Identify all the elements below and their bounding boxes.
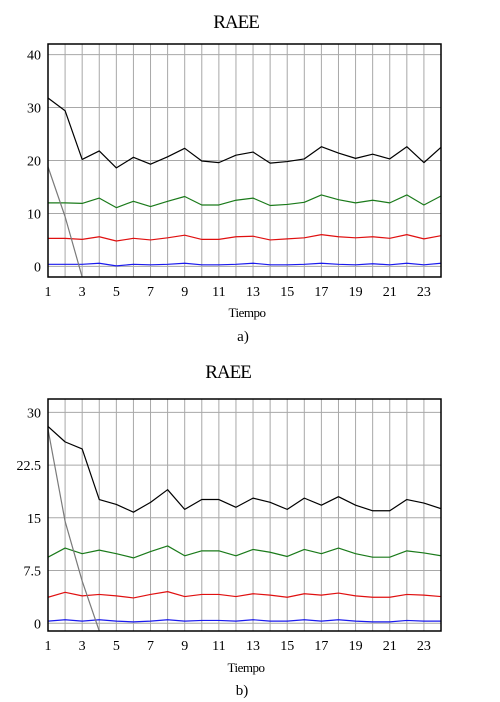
chart-a-series-line-2 xyxy=(48,194,441,209)
chart-b-y-tick-label: 7.5 xyxy=(24,565,42,580)
chart-b-series-line-3 xyxy=(48,591,441,599)
chart-b-x-tick-label: 21 xyxy=(383,639,397,654)
chart-b-series xyxy=(48,425,441,631)
chart-b-x-tick-label: 3 xyxy=(79,639,86,654)
chart-a-x-ticks: 1 3 5 7 9 11 13 15 17 19 21 23 xyxy=(45,285,431,300)
chart-a-x-tick-label: 13 xyxy=(246,285,260,300)
chart-b-x-tick-label: 23 xyxy=(417,639,431,654)
chart-a-y-tick-label: 0 xyxy=(34,260,41,275)
chart-a-x-tick-label: 15 xyxy=(280,285,294,300)
chart-b-x-label: Tiempo xyxy=(228,660,265,675)
chart-b-title: RAEE xyxy=(205,362,251,383)
chart-a-y-ticks: 0 10 20 30 40 xyxy=(27,49,41,276)
chart-b-x-tick-label: 1 xyxy=(45,639,52,654)
chart-b-x-tick-label: 15 xyxy=(280,639,294,654)
chart-b-series-line-1 xyxy=(48,425,441,513)
chart-b-series-line-5 xyxy=(48,429,100,631)
chart-a-x-tick-label: 3 xyxy=(79,285,86,300)
chart-a-plot-frame xyxy=(47,43,442,278)
chart-a-y-tick-label: 10 xyxy=(27,207,41,222)
chart-a-x-label: Tiempo xyxy=(229,305,266,320)
chart-a-series-line-3 xyxy=(48,234,441,242)
chart-a-x-tick-label: 7 xyxy=(147,285,154,300)
chart-b-x-ticks: 1 3 5 7 9 11 13 15 17 19 21 23 xyxy=(45,639,431,654)
chart-a-x-tick-label: 5 xyxy=(113,285,120,300)
chart-a-x-tick-label: 9 xyxy=(181,285,188,300)
chart-a-series xyxy=(48,97,441,277)
chart-a-grid xyxy=(47,44,442,277)
chart-b-caption: b) xyxy=(236,683,249,699)
chart-a-x-tick-label: 19 xyxy=(349,285,363,300)
chart-a-x-tick-label: 21 xyxy=(383,285,397,300)
chart-a-series-line-5 xyxy=(48,166,83,277)
chart-a-series-line-1 xyxy=(48,97,441,169)
chart-b-x-tick-label: 7 xyxy=(147,639,154,654)
chart-b-x-tick-label: 13 xyxy=(246,639,260,654)
chart-b-x-tick-label: 17 xyxy=(314,639,328,654)
chart-b-y-tick-label: 22.5 xyxy=(17,459,42,474)
chart-b-x-tick-label: 19 xyxy=(349,639,363,654)
chart-a-series-line-4 xyxy=(48,262,441,267)
chart-a-y-tick-label: 40 xyxy=(27,49,41,64)
chart-a-caption: a) xyxy=(237,329,249,345)
chart-a-y-tick-label: 20 xyxy=(27,155,41,170)
chart-a-x-tick-label: 1 xyxy=(45,285,52,300)
chart-b-y-tick-label: 15 xyxy=(27,512,41,527)
chart-a-title: RAEE xyxy=(213,12,259,33)
chart-b-series-line-4 xyxy=(48,619,441,623)
chart-b-x-tick-label: 11 xyxy=(212,639,225,654)
chart-b-grid xyxy=(47,399,442,631)
chart-b-y-ticks: 0 7.5 15 22.5 30 xyxy=(17,406,42,632)
chart-b-x-tick-label: 5 xyxy=(113,639,120,654)
chart-b-x-tick-label: 9 xyxy=(181,639,188,654)
chart-b-y-tick-label: 30 xyxy=(27,406,41,421)
chart-a-x-tick-label: 17 xyxy=(314,285,328,300)
chart-a-y-tick-label: 30 xyxy=(27,102,41,117)
chart-a-x-tick-label: 11 xyxy=(212,285,225,300)
chart-a-x-tick-label: 23 xyxy=(417,285,431,300)
chart-b-y-tick-label: 0 xyxy=(34,617,41,632)
chart-b-series-line-2 xyxy=(48,545,441,559)
chart-b-plot-frame xyxy=(47,398,442,632)
